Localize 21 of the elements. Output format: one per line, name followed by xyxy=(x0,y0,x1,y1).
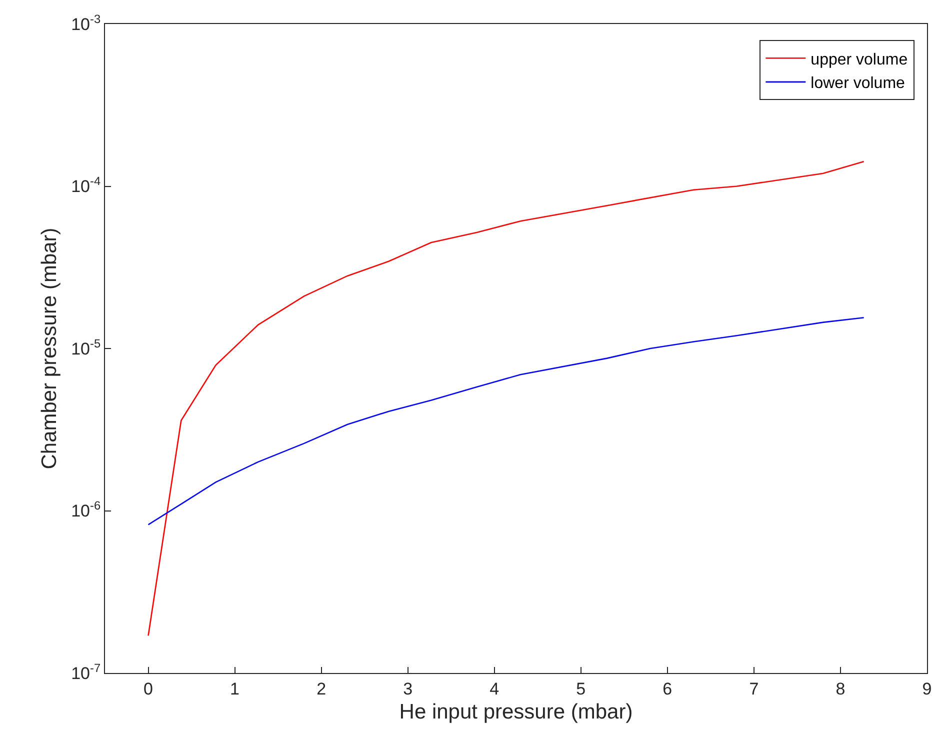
legend-label: upper volume xyxy=(810,51,908,68)
x-tick-label: 7 xyxy=(749,679,759,698)
y-tick-label: 10$^{-7}$ xyxy=(71,660,101,683)
line-series xyxy=(148,160,864,636)
y-tick-label: 10$^{-6}$ xyxy=(71,498,101,521)
x-tick-label: 6 xyxy=(662,679,672,698)
x-tick-label: 4 xyxy=(490,679,500,698)
legend-label: lower volume xyxy=(810,75,906,92)
line-series xyxy=(148,316,864,526)
y-tick-label: 10$^{-5}$ xyxy=(71,336,101,358)
y-tick-label: 10$^{-4}$ xyxy=(71,174,101,196)
x-axis-title: He input pressure (mbar) xyxy=(399,700,633,724)
x-tick-label: 0 xyxy=(144,679,153,698)
x-tick-label: 9 xyxy=(922,679,932,698)
x-tick-label: 8 xyxy=(836,679,846,698)
x-tick-label: 1 xyxy=(230,679,240,698)
y-tick-label: 10$^{-3}$ xyxy=(71,12,101,34)
x-tick-label: 5 xyxy=(576,679,586,698)
y-axis-title: Chamber pressure (mbar) xyxy=(38,228,62,470)
x-tick-label: 3 xyxy=(403,679,413,698)
x-tick-label: 2 xyxy=(316,679,326,698)
